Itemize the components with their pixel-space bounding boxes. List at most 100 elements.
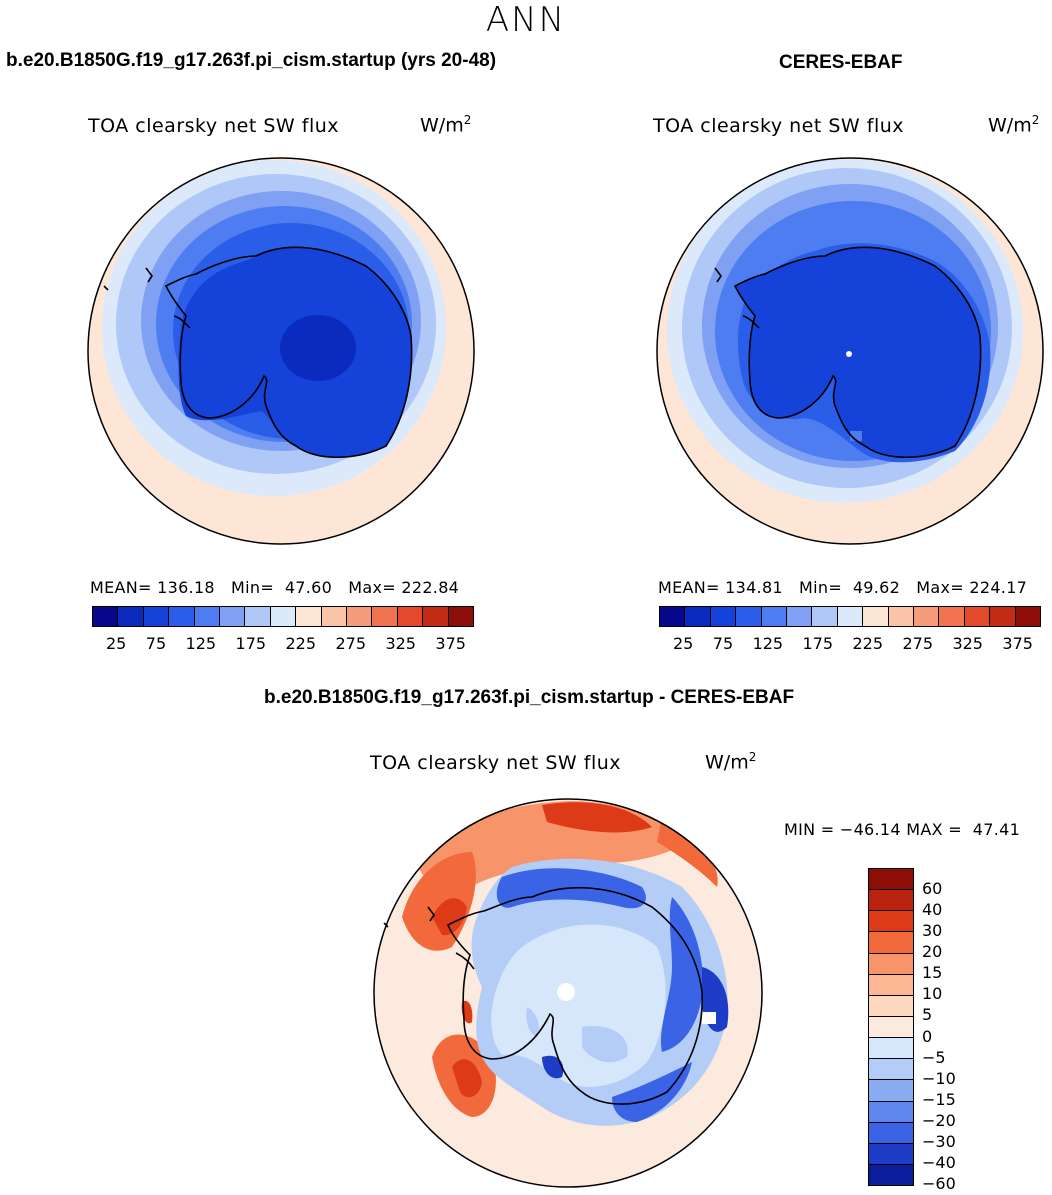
colorbar-swatch [448, 607, 474, 626]
colorbar-tick-label: 125 [185, 634, 217, 653]
colorbar-swatch [787, 607, 813, 626]
colorbar-swatch [245, 607, 271, 626]
colorbar-tick-label: 325 [952, 634, 983, 653]
colorbar-swatch [939, 607, 965, 626]
colorbar-tick-label: −40 [922, 1152, 956, 1172]
colorbar-tick-label: 125 [752, 634, 784, 653]
colorbar-swatch [270, 607, 297, 626]
model-variable-title: TOA clearsky net SW flux [88, 115, 340, 137]
colorbar-swatch [964, 607, 991, 626]
model-polar-map [87, 157, 475, 545]
colorbar-tick-label: 0 [922, 1026, 933, 1046]
colorbar-tick-label: 275 [335, 634, 367, 653]
model-coastline [103, 246, 413, 459]
colorbar-tick-label: 375 [1002, 634, 1033, 653]
model-units: W/m2 [420, 113, 472, 137]
colorbar-tick-label: 75 [145, 634, 167, 653]
colorbar-swatch [118, 607, 144, 626]
model-map-boundary [87, 157, 475, 545]
obs-variable-title: TOA clearsky net SW flux [653, 115, 905, 137]
colorbar-swatch [194, 607, 221, 626]
season-title: ANN [485, 0, 567, 40]
colorbar-tick-label: 175 [235, 634, 267, 653]
colorbar-swatch [869, 1016, 913, 1039]
colorbar-swatch [869, 869, 913, 891]
diff-case-title: b.e20.B1850G.f19_g17.263f.pi_cism.startu… [264, 687, 795, 708]
obs-coastline [714, 246, 982, 459]
diff-colorbar [868, 868, 914, 1186]
colorbar-tick-label: 225 [285, 634, 317, 653]
colorbar-swatch [143, 607, 170, 626]
colorbar-swatch [347, 607, 373, 626]
colorbar-tick-label: 15 [922, 963, 943, 983]
colorbar-swatch [869, 932, 913, 954]
colorbar-swatch [710, 607, 737, 626]
colorbar-swatch [837, 607, 864, 626]
colorbar-swatch [397, 607, 424, 626]
diff-variable-title: TOA clearsky net SW flux [370, 752, 622, 774]
obs-polar-map [656, 157, 1044, 545]
colorbar-tick-label: −15 [922, 1089, 956, 1109]
colorbar-swatch [423, 607, 449, 626]
colorbar-tick-label: 375 [435, 634, 466, 653]
colorbar-swatch [869, 1164, 913, 1186]
colorbar-swatch [761, 607, 788, 626]
diff-pole-missing-data [557, 983, 575, 1001]
model-contour-field [88, 158, 474, 544]
model-colorbar [92, 606, 474, 627]
diff-coastline [383, 886, 703, 1105]
model-statistics: MEAN= 136.18 Min= 47.60 Max= 222.84 [90, 578, 460, 597]
obs-units: W/m2 [988, 113, 1040, 137]
colorbar-tick-label: −5 [922, 1047, 946, 1067]
colorbar-tick-label: −20 [922, 1110, 956, 1130]
colorbar-swatch [869, 1059, 913, 1081]
obs-colorbar-ticks: 25 75 125 175 225 275 325 375 [673, 634, 1033, 653]
colorbar-swatch [869, 1101, 913, 1123]
diff-statistics: MIN = −46.14 MAX = 47.41 [784, 820, 1021, 839]
colorbar-tick-label: −30 [922, 1131, 956, 1151]
colorbar-tick-label: 75 [712, 634, 734, 653]
colorbar-swatch [869, 974, 913, 996]
colorbar-swatch [869, 1038, 913, 1060]
model-colorbar-ticks: 25 75 125 175 225 275 325 375 [106, 634, 466, 653]
obs-pole-missing-data [846, 351, 852, 357]
colorbar-tick-label: 5 [922, 1005, 933, 1025]
diff-units: W/m2 [705, 750, 757, 774]
colorbar-tick-label: 20 [922, 942, 943, 962]
colorbar-swatch [93, 607, 119, 626]
colorbar-tick-label: 10 [922, 984, 943, 1004]
model-case-title: b.e20.B1850G.f19_g17.263f.pi_cism.startu… [6, 50, 497, 71]
colorbar-swatch [869, 890, 913, 912]
colorbar-swatch [685, 607, 711, 626]
obs-case-title: CERES-EBAF [779, 52, 903, 73]
colorbar-tick-label: 25 [106, 634, 127, 653]
obs-statistics: MEAN= 134.81 Min= 49.62 Max= 224.17 [658, 578, 1028, 597]
colorbar-swatch [660, 607, 686, 626]
colorbar-swatch [869, 1143, 913, 1165]
colorbar-swatch [869, 1122, 913, 1144]
colorbar-swatch [372, 607, 398, 626]
colorbar-tick-label: 275 [902, 634, 934, 653]
obs-colorbar [659, 606, 1041, 627]
colorbar-swatch [869, 995, 913, 1017]
colorbar-tick-label: 40 [922, 900, 943, 920]
colorbar-tick-label: 25 [673, 634, 694, 653]
colorbar-swatch [321, 607, 348, 626]
colorbar-tick-label: 30 [922, 921, 943, 941]
colorbar-swatch [990, 607, 1016, 626]
colorbar-swatch [296, 607, 322, 626]
colorbar-tick-label: −60 [922, 1174, 956, 1193]
colorbar-swatch [914, 607, 940, 626]
colorbar-swatch [169, 607, 195, 626]
colorbar-tick-label: 325 [385, 634, 416, 653]
colorbar-tick-label: 225 [852, 634, 884, 653]
diff-colorbar-labels: 60 40 30 20 15 10 5 0 −5 −10 −15 −20 −30 −40 −60 [922, 868, 1002, 1193]
colorbar-swatch [869, 911, 913, 933]
colorbar-swatch [220, 607, 246, 626]
colorbar-swatch [812, 607, 838, 626]
colorbar-swatch [869, 1080, 913, 1102]
colorbar-swatch [888, 607, 915, 626]
diff-polar-map [373, 798, 763, 1188]
colorbar-swatch [863, 607, 889, 626]
colorbar-swatch [1015, 607, 1041, 626]
